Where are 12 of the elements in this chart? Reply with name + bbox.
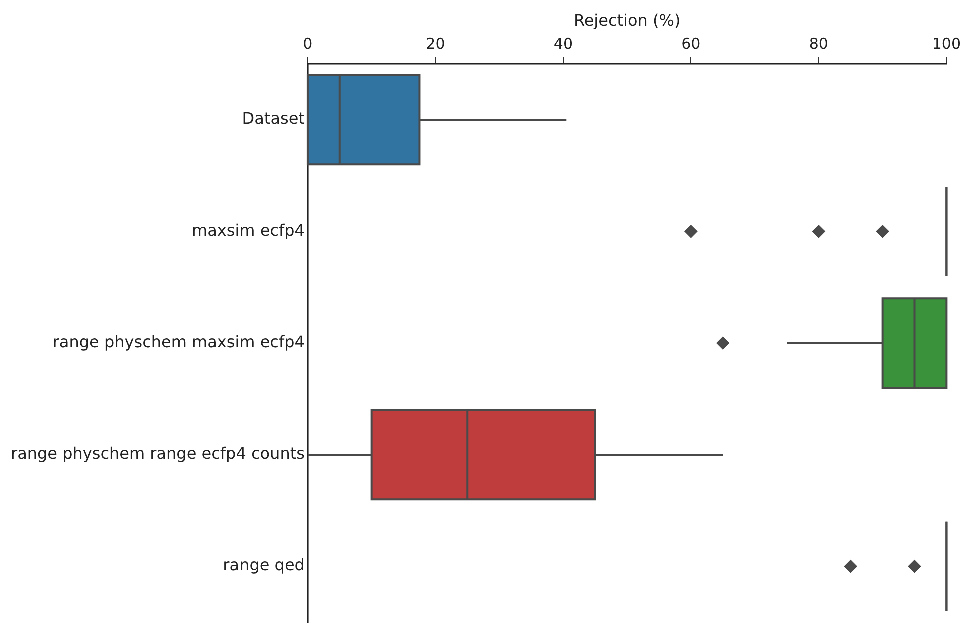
x-tick-label: 40 [554, 35, 573, 54]
y-tick-label: range physchem range ecfp4 counts [10, 444, 305, 464]
y-tick-label: maxsim ecfp4 [192, 220, 305, 240]
x-tick-label: 60 [682, 35, 701, 54]
y-tick-label: range physchem maxsim ecfp4 [52, 332, 305, 352]
x-tick-label: 100 [932, 35, 962, 54]
y-tick-label: range qed [223, 556, 305, 575]
y-tick-label: Dataset [242, 109, 305, 128]
x-tick-label: 0 [303, 35, 313, 54]
x-tick-label: 80 [809, 35, 828, 54]
x-axis-title: Rejection (%) [574, 10, 681, 30]
x-tick-label: 20 [426, 35, 446, 54]
